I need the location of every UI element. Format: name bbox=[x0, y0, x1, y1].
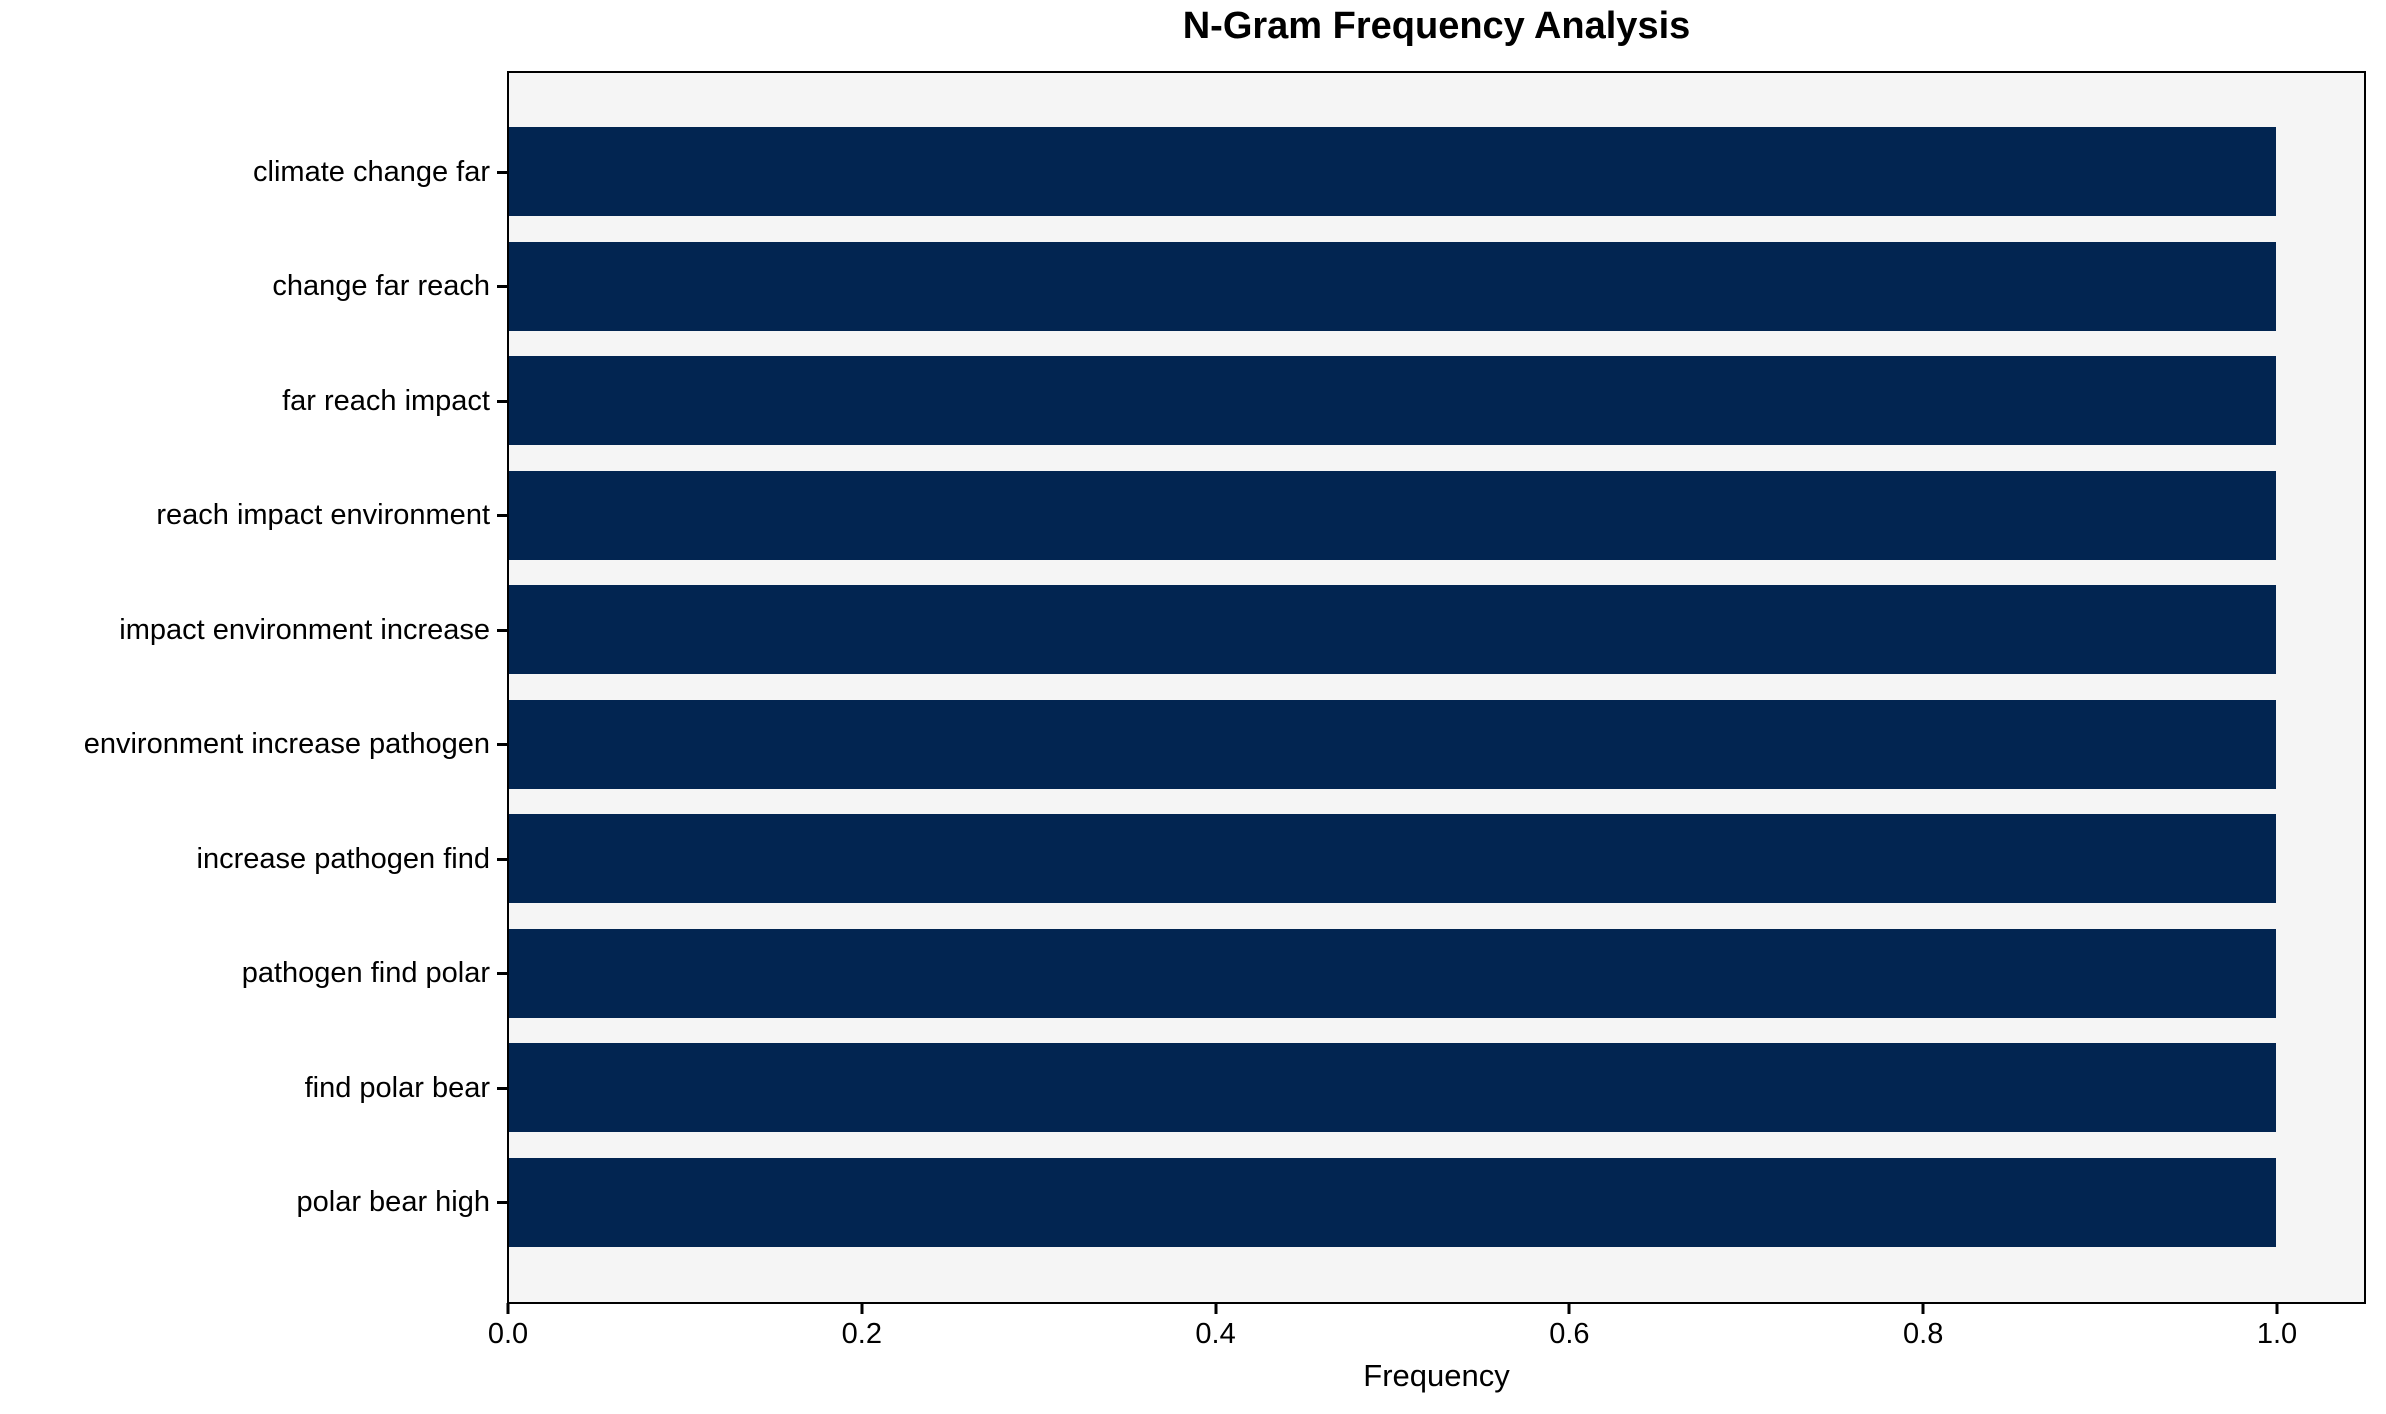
x-tick-label: 0.4 bbox=[1195, 1318, 1236, 1350]
y-row: change far reach bbox=[0, 230, 507, 345]
plot-area bbox=[507, 71, 2366, 1304]
y-row: climate change far bbox=[0, 115, 507, 230]
x-tick-mark bbox=[2275, 1303, 2279, 1314]
x-tick-label: 1.0 bbox=[2256, 1318, 2298, 1350]
y-row: environment increase pathogen bbox=[0, 688, 507, 803]
bar-pathogen-find-polar bbox=[509, 928, 2276, 1018]
y-tick-label: change far reach bbox=[272, 270, 490, 303]
bar-row bbox=[509, 573, 2364, 688]
y-tick-mark bbox=[497, 1086, 507, 1090]
x-tick-label: 0.8 bbox=[1903, 1318, 1944, 1350]
y-row: find polar bear bbox=[0, 1031, 507, 1146]
y-tick-label: climate change far bbox=[253, 155, 490, 188]
x-tick-mark bbox=[1214, 1303, 1218, 1314]
y-tick-mark bbox=[497, 170, 507, 174]
y-tick-label: find polar bear bbox=[304, 1071, 490, 1104]
y-row: polar bear high bbox=[0, 1146, 507, 1261]
y-tick-label: environment increase pathogen bbox=[83, 728, 490, 761]
y-tick-label: pathogen find polar bbox=[241, 957, 490, 990]
y-tick-label: impact environment increase bbox=[119, 613, 490, 646]
bar-row bbox=[509, 916, 2364, 1031]
y-row: impact environment increase bbox=[0, 573, 507, 688]
bar-row bbox=[509, 1145, 2364, 1260]
bar-climate-change-far bbox=[509, 127, 2276, 217]
x-tick-label: 0.2 bbox=[841, 1318, 882, 1350]
bar-row bbox=[509, 115, 2364, 230]
y-tick-label: polar bear high bbox=[296, 1186, 490, 1219]
bar-row bbox=[509, 229, 2364, 344]
bar-change-far-reach bbox=[509, 241, 2276, 331]
y-tick-mark bbox=[497, 628, 507, 632]
y-tick-mark bbox=[497, 743, 507, 747]
y-tick-label: far reach impact bbox=[282, 384, 490, 417]
y-tick-mark bbox=[497, 1201, 507, 1205]
x-axis-label: Frequency bbox=[1363, 1358, 1510, 1393]
y-tick-label: reach impact environment bbox=[156, 499, 490, 532]
bar-polar-bear-high bbox=[509, 1157, 2276, 1247]
y-tick-mark bbox=[497, 857, 507, 861]
bar-row bbox=[509, 458, 2364, 573]
x-tick-mark bbox=[1921, 1303, 1925, 1314]
y-tick-mark bbox=[497, 972, 507, 976]
bar-reach-impact-environment bbox=[509, 470, 2276, 560]
y-tick-mark bbox=[497, 399, 507, 403]
x-tick-label: 0.0 bbox=[487, 1318, 529, 1350]
x-tick-label: 0.6 bbox=[1549, 1318, 1590, 1350]
x-tick-mark bbox=[1567, 1303, 1571, 1314]
bar-find-polar-bear bbox=[509, 1043, 2276, 1133]
bar-far-reach-impact bbox=[509, 356, 2276, 446]
y-tick-mark bbox=[497, 514, 507, 518]
bar-row bbox=[509, 344, 2364, 459]
bar-row bbox=[509, 687, 2364, 802]
x-tick-mark bbox=[860, 1303, 864, 1314]
y-row: increase pathogen find bbox=[0, 802, 507, 917]
bar-environment-increase-pathogen bbox=[509, 699, 2276, 789]
y-tick-label: increase pathogen find bbox=[196, 842, 490, 875]
bar-increase-pathogen-find bbox=[509, 814, 2276, 904]
y-row: reach impact environment bbox=[0, 459, 507, 574]
bar-row bbox=[509, 802, 2364, 917]
bar-impact-environment-increase bbox=[509, 585, 2276, 675]
x-tick-mark bbox=[506, 1303, 510, 1314]
y-row: far reach impact bbox=[0, 344, 507, 459]
y-row: pathogen find polar bbox=[0, 917, 507, 1032]
y-axis: climate change far change far reach far re… bbox=[0, 71, 507, 1392]
bar-row bbox=[509, 1031, 2364, 1146]
chart-title: N-Gram Frequency Analysis bbox=[1182, 5, 1691, 47]
y-tick-mark bbox=[497, 285, 507, 289]
